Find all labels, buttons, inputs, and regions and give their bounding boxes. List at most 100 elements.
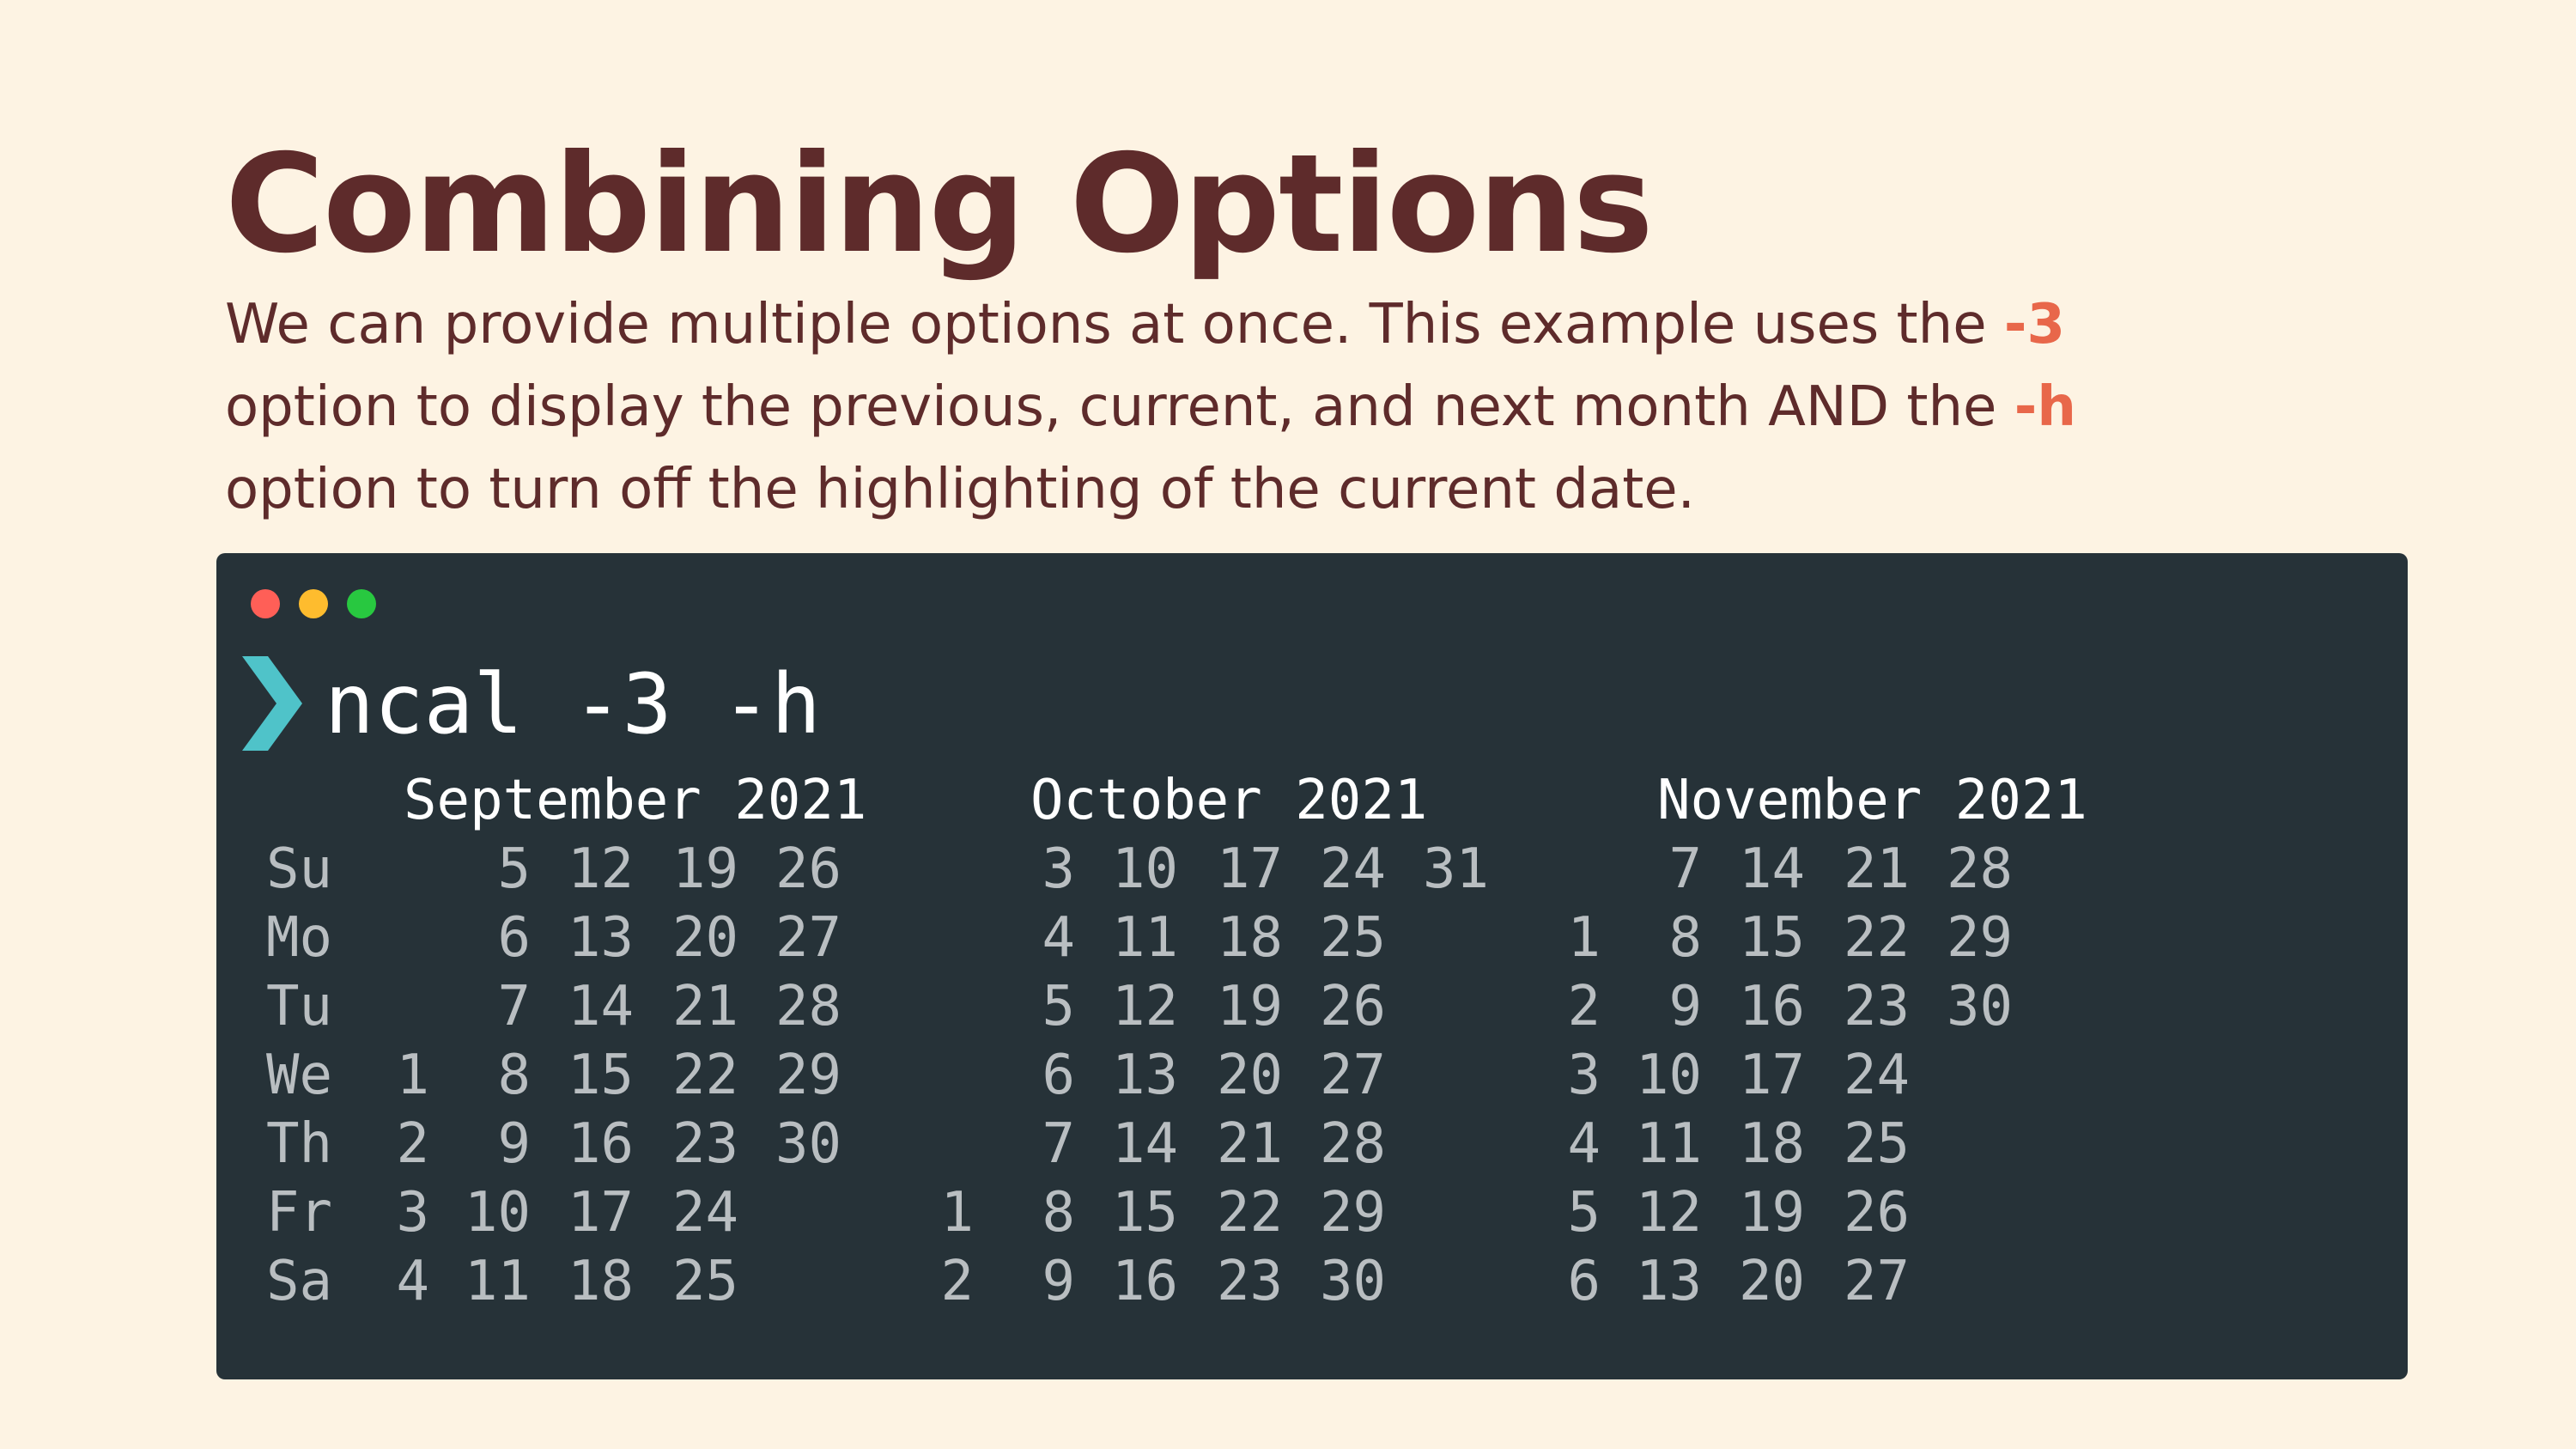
day-cell: 11	[464, 1250, 531, 1313]
month-header: September 2021	[404, 769, 867, 832]
day-cell: 10	[1111, 837, 1178, 901]
day-cell: 21	[1843, 837, 1910, 901]
weekday-label: Sa	[266, 1250, 333, 1313]
maximize-window-dot[interactable]	[347, 589, 376, 618]
description-line-3: option to turn off the highlighting of t…	[225, 448, 2372, 531]
option-highlight: -3	[2003, 293, 2065, 356]
day-cell: 28	[1319, 1112, 1386, 1176]
chevron-right-icon	[242, 656, 302, 751]
day-cell: 3	[1042, 837, 1075, 901]
day-cell: 2	[396, 1112, 429, 1176]
day-cell: 5	[1042, 975, 1075, 1038]
day-cell: 20	[1216, 1044, 1283, 1107]
day-cell: 3	[1567, 1044, 1601, 1107]
day-cell: 14	[567, 975, 634, 1038]
slide-title: Combining Options	[225, 125, 1654, 283]
day-cell: 27	[1319, 1044, 1386, 1107]
day-cell: 14	[1738, 837, 1805, 901]
calendar-row: Th 2 9 16 23 30	[266, 1110, 1039, 1178]
day-cell: 7	[1042, 1112, 1075, 1176]
day-cell: 12	[567, 837, 634, 901]
day-cell: 7	[497, 975, 531, 1038]
day-cell: 4	[1567, 1112, 1601, 1176]
weekday-label: Su	[266, 837, 333, 901]
day-cell: 25	[1843, 1112, 1910, 1176]
day-cell: 25	[1319, 906, 1386, 970]
calendar-row: 3 10 17 24 31	[862, 835, 1635, 904]
day-cell: 21	[1216, 1112, 1283, 1176]
day-cell: 11	[1111, 906, 1178, 970]
day-cell: 29	[1946, 906, 2013, 970]
minimize-window-dot[interactable]	[299, 589, 328, 618]
weekday-label: Tu	[266, 975, 333, 1038]
calendar-row: Fr 3 10 17 24	[266, 1178, 1039, 1247]
day-cell: 16	[1738, 975, 1805, 1038]
day-cell: 15	[567, 1044, 634, 1107]
day-cell: 2	[1567, 975, 1601, 1038]
day-cell: 22	[1843, 906, 1910, 970]
calendar-row: 5 12 19 26	[1489, 1178, 2262, 1247]
day-cell: 12	[1111, 975, 1178, 1038]
day-cell: 29	[1319, 1181, 1386, 1245]
day-cell: 9	[497, 1112, 531, 1176]
day-cell: 14	[1111, 1112, 1178, 1176]
terminal-command: ncal -3 -h	[325, 656, 821, 752]
weekday-label: Fr	[266, 1181, 333, 1245]
day-cell: 23	[1843, 975, 1910, 1038]
day-cell: 5	[1567, 1181, 1601, 1245]
day-cell: 28	[775, 975, 841, 1038]
calendar-row: Sa 4 11 18 25	[266, 1247, 1039, 1316]
day-cell: 19	[671, 837, 738, 901]
weekday-label: Th	[266, 1112, 333, 1176]
day-cell: 3	[396, 1181, 429, 1245]
day-cell: 20	[671, 906, 738, 970]
day-cell: 17	[1216, 837, 1283, 901]
day-cell: 19	[1738, 1181, 1805, 1245]
option-highlight: -h	[2014, 375, 2076, 439]
day-cell: 6	[1042, 1044, 1075, 1107]
day-cell: 30	[1319, 1250, 1386, 1313]
day-cell: 7	[1668, 837, 1702, 901]
day-cell: 15	[1738, 906, 1805, 970]
terminal-window: ncal -3 -h September 2021 Su 5 12 19 26 Mo 6 13 2…	[216, 553, 2408, 1379]
calendar-row: 1 8 15 22 29	[862, 1178, 1635, 1247]
day-cell: 16	[567, 1112, 634, 1176]
day-cell: 9	[1668, 975, 1702, 1038]
day-cell: 5	[497, 837, 531, 901]
calendar-row: 7 14 21 28	[862, 1110, 1635, 1178]
calendar-row: Mo 6 13 20 27	[266, 904, 1039, 972]
day-cell: 30	[1946, 975, 2013, 1038]
day-cell: 28	[1946, 837, 2013, 901]
day-cell: 24	[1843, 1044, 1910, 1107]
slide-description: We can provide multiple options at once.…	[225, 283, 2372, 531]
day-cell: 2	[940, 1250, 974, 1313]
day-cell: 26	[775, 837, 841, 901]
calendar-row: 6 13 20 27	[862, 1041, 1635, 1110]
day-cell: 17	[567, 1181, 634, 1245]
day-cell: 13	[567, 906, 634, 970]
close-window-dot[interactable]	[251, 589, 280, 618]
day-cell: 6	[1567, 1250, 1601, 1313]
weekday-label: Mo	[266, 906, 333, 970]
day-cell: 9	[1042, 1250, 1075, 1313]
day-cell: 27	[1843, 1250, 1910, 1313]
description-line-2: option to display the previous, current,…	[225, 366, 2372, 448]
calendar-row: Tu 7 14 21 28	[266, 972, 1039, 1041]
day-cell: 23	[1216, 1250, 1283, 1313]
calendar-row: 4 11 18 25	[1489, 1110, 2262, 1178]
day-cell: 26	[1843, 1181, 1910, 1245]
day-cell: 22	[1216, 1181, 1283, 1245]
description-text: option to display the previous, current,…	[225, 375, 2014, 439]
day-cell: 12	[1635, 1181, 1702, 1245]
description-line-1: We can provide multiple options at once.…	[225, 283, 2372, 366]
calendar-row: 7 14 21 28	[1489, 835, 2262, 904]
day-cell: 18	[567, 1250, 634, 1313]
day-cell: 25	[671, 1250, 738, 1313]
day-cell: 21	[671, 975, 738, 1038]
calendar-row: 5 12 19 26	[862, 972, 1635, 1041]
day-cell: 26	[1319, 975, 1386, 1038]
day-cell: 24	[1319, 837, 1386, 901]
day-cell: 6	[497, 906, 531, 970]
calendar-row: 4 11 18 25	[862, 904, 1635, 972]
calendar-row: 1 8 15 22 29	[1489, 904, 2262, 972]
